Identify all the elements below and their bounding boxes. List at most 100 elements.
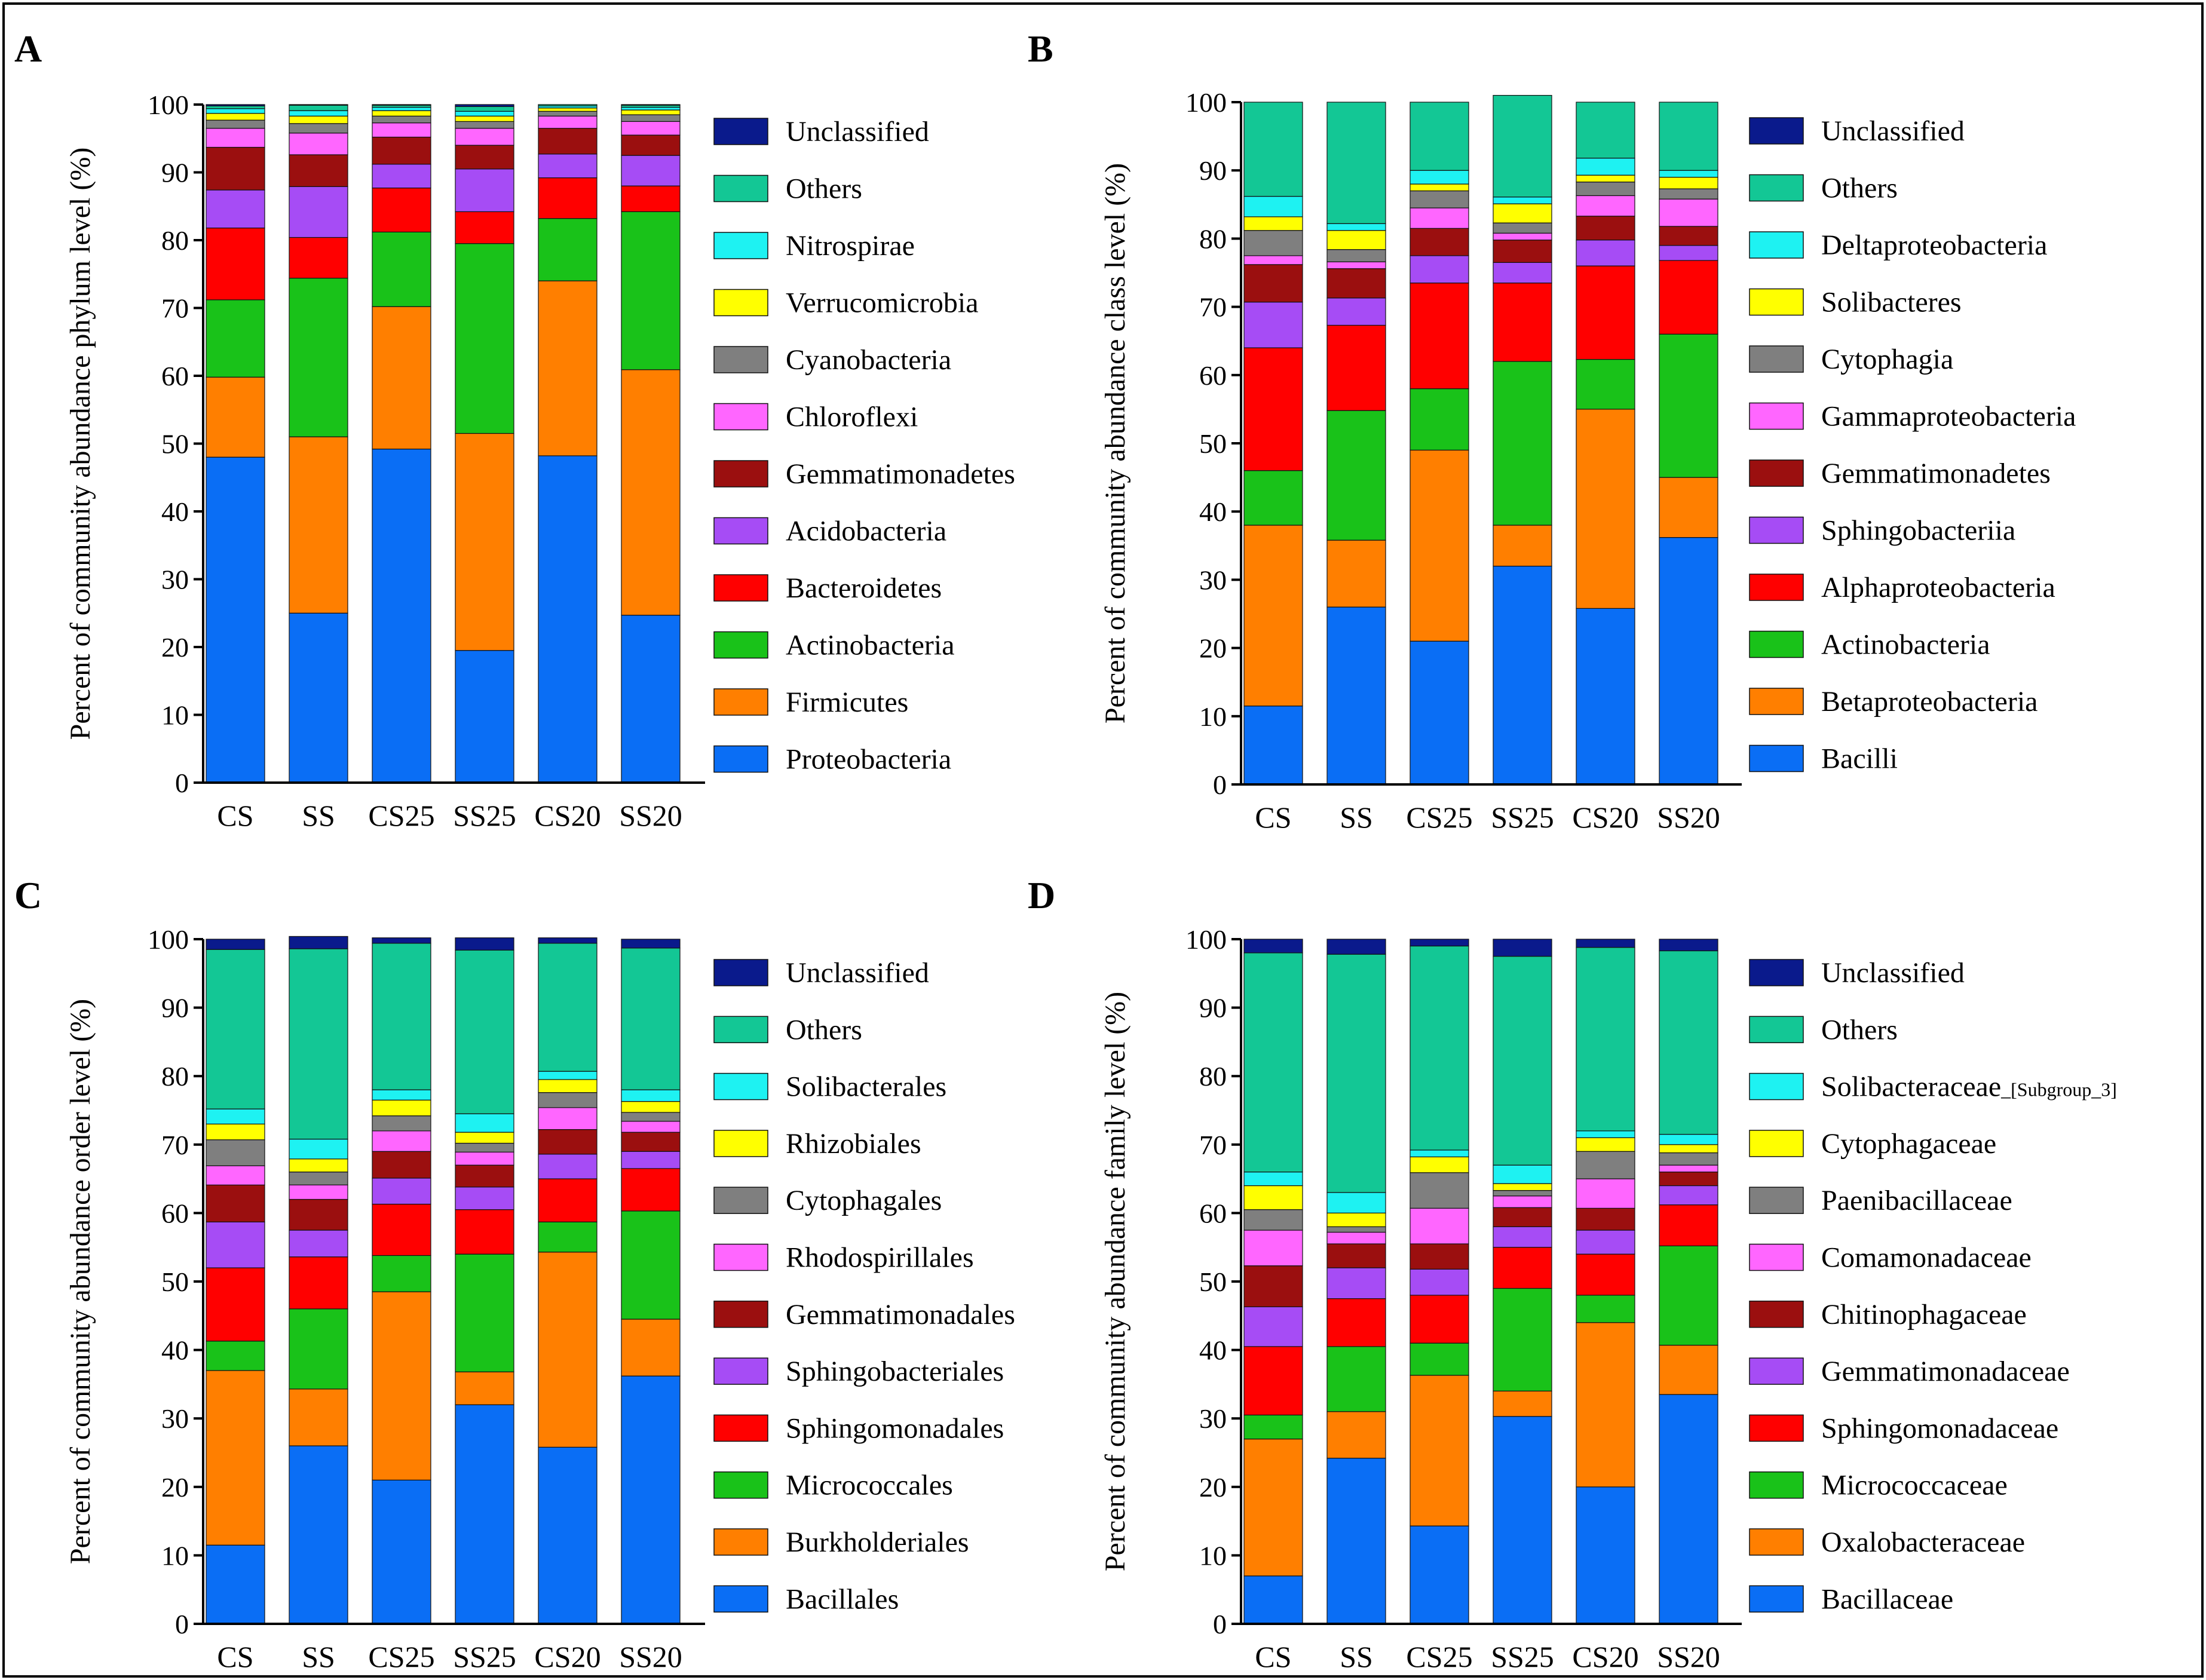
- legend-swatch: [713, 1243, 768, 1271]
- bar-segment-cs25-bacteroidetes: [372, 188, 431, 232]
- bar-segment-cs-acidobacteria: [206, 189, 265, 229]
- bar-segment-cs20-others: [538, 943, 598, 1072]
- y-tick-label: 30: [1199, 1403, 1227, 1434]
- legend-label: Cytophagia: [1821, 344, 1953, 375]
- legend-label-subscript: _[Subgroup_3]: [2000, 1079, 2117, 1100]
- legend-swatch: [1749, 1528, 1804, 1556]
- legend-swatch: [713, 460, 768, 488]
- bar-segment-cs20-burkholderiales: [538, 1252, 598, 1448]
- bar-segment-ss25-chitinophagaceae: [1493, 1207, 1552, 1227]
- x-tick-label: SS25: [453, 1640, 516, 1673]
- bar-segment-ss25-betaproteobacteria: [1493, 525, 1552, 567]
- legend-swatch: [1749, 1414, 1804, 1442]
- legend-swatch: [1749, 1301, 1804, 1328]
- legend-item: Micrococcaceae: [1749, 1470, 2008, 1501]
- bar-segment-cs-chitinophagaceae: [1243, 1265, 1303, 1308]
- bar-segment-ss-rhodospirillales: [289, 1184, 348, 1200]
- legend-swatch: [713, 959, 768, 986]
- bar-segment-ss-cyanobacteria: [289, 123, 348, 134]
- x-tick-label: SS25: [1491, 1640, 1554, 1673]
- bar-segment-cs25-micrococcaceae: [1410, 1342, 1469, 1376]
- legend-swatch: [713, 517, 768, 545]
- x-tick-label: CS20: [1572, 801, 1638, 834]
- bar-segment-ss-bacteroidetes: [289, 237, 348, 279]
- bar-segment-cs-betaproteobacteria: [1243, 525, 1303, 707]
- panel-b: B Percent of community abundance class le…: [1028, 27, 2076, 834]
- x-tick-label: SS: [302, 1640, 335, 1673]
- bar-segment-cs-burkholderiales: [206, 1370, 265, 1546]
- y-tick-label: 60: [161, 361, 189, 391]
- legend-swatch: [1749, 231, 1804, 259]
- y-tick-label: 50: [1199, 428, 1227, 459]
- bar-segment-cs-alphaproteobacteria: [1243, 347, 1303, 471]
- bar-segment-cs-sphingomonadaceae: [1243, 1346, 1303, 1416]
- bar-segment-cs-actinobacteria: [206, 299, 265, 378]
- bar-segment-cs-deltaproteobacteria: [1243, 195, 1303, 217]
- legend: Unclassified Others Deltaproteobacteria Sol…: [1749, 115, 2076, 775]
- y-tick-label: 90: [1199, 993, 1227, 1023]
- legend-swatch: [1749, 117, 1804, 145]
- bar-segment-cs25-gemmatimonadetes: [1410, 228, 1469, 256]
- bar-segment-cs20-chloroflexi: [538, 115, 598, 129]
- bar-segment-ss25-solibacterales: [455, 1113, 514, 1133]
- x-tick-label: CS: [1255, 1640, 1291, 1673]
- x-tick-label: SS: [1340, 801, 1373, 834]
- bar-segment-cs20-alphaproteobacteria: [1576, 265, 1635, 360]
- bars-group: [1243, 94, 1718, 785]
- bar-segment-cs-unclassified: [206, 104, 265, 106]
- bar-segment-ss-sphingobacteriales: [289, 1230, 348, 1258]
- legend-swatch: [1749, 1016, 1804, 1044]
- bar-segment-ss20-gemmatimonadetes: [621, 134, 681, 156]
- bar-segment-ss-proteobacteria: [289, 612, 348, 783]
- bar-segment-ss20-chitinophagaceae: [1659, 1172, 1718, 1187]
- legend-label: Gammaproteobacteria: [1821, 401, 2076, 433]
- legend-swatch: [1749, 345, 1804, 373]
- legend-label: Verrucomicrobia: [786, 287, 979, 319]
- bar-segment-cs20-sphingomonadales: [538, 1178, 598, 1222]
- bar-segment-ss-alphaproteobacteria: [1326, 324, 1386, 411]
- legend-item: Chitinophagaceae: [1749, 1299, 2027, 1330]
- legend-label: Rhizobiales: [786, 1128, 921, 1160]
- x-tick-label: CS20: [1572, 1640, 1638, 1673]
- legend-item: Unclassified: [1749, 115, 1965, 147]
- bar-segment-ss20-cytophagaceae: [1659, 1144, 1718, 1154]
- bar-segment-ss25-burkholderiales: [455, 1371, 514, 1405]
- bar-segment-ss20-chloroflexi: [621, 121, 681, 136]
- legend-label: Betaproteobacteria: [1821, 686, 2038, 718]
- bar-segment-ss-gemmatimonadaceae: [1326, 1267, 1386, 1299]
- legend-item: Verrucomicrobia: [713, 287, 979, 319]
- bar-segment-cs20-micrococcaceae: [1576, 1295, 1635, 1323]
- bar-segment-cs20-sphingobacteriia: [1576, 240, 1635, 266]
- x-tick-label: CS: [217, 799, 253, 832]
- bar-segment-cs25-proteobacteria: [372, 448, 431, 783]
- bar-segment-ss25-gemmatimonadales: [455, 1164, 514, 1188]
- legend-item: Sphingobacteriia: [1749, 515, 2015, 547]
- legend-item: Actinobacteria: [713, 630, 955, 661]
- x-tick-label: CS25: [368, 1640, 434, 1673]
- bar-segment-ss25-gemmatimonadaceae: [1493, 1226, 1552, 1248]
- legend-label: Deltaproteobacteria: [1821, 229, 2047, 261]
- legend-swatch: [713, 1585, 768, 1613]
- bar-segment-ss20-cytophagia: [1659, 188, 1718, 200]
- y-axis-label: Percent of community abundance order lev…: [65, 999, 96, 1564]
- x-tick-label: CS25: [368, 799, 434, 832]
- legend-label: Nitrospirae: [786, 230, 915, 262]
- bar-segment-cs20-bacillales: [538, 1446, 598, 1624]
- legend-label: Micrococcales: [786, 1470, 953, 1501]
- bar-segment-ss20-solibacterales: [621, 1089, 681, 1102]
- y-tick-label: 100: [1185, 924, 1227, 955]
- bar-segment-ss-deltaproteobacteria: [1326, 223, 1386, 231]
- bar-segment-cs-others: [206, 949, 265, 1109]
- legend-label: Sphingobacteriia: [1821, 515, 2015, 547]
- y-tick-label: 80: [1199, 223, 1227, 254]
- legend-item: Firmicutes: [713, 686, 908, 718]
- bar-segment-cs25-sphingobacteriales: [372, 1178, 431, 1205]
- legend-swatch: [1749, 1585, 1804, 1613]
- bar-segment-ss20-others: [621, 948, 681, 1090]
- bar-segment-ss-chitinophagaceae: [1326, 1243, 1386, 1268]
- bar-segment-ss25-cytophagaceae: [1493, 1183, 1552, 1191]
- bar-segment-cs-oxalobacteraceae: [1243, 1438, 1303, 1577]
- bar-segment-cs25-sphingomonadaceae: [1410, 1295, 1469, 1344]
- y-tick-label: 30: [1199, 565, 1227, 595]
- bar-segment-cs20-unclassified: [538, 937, 598, 944]
